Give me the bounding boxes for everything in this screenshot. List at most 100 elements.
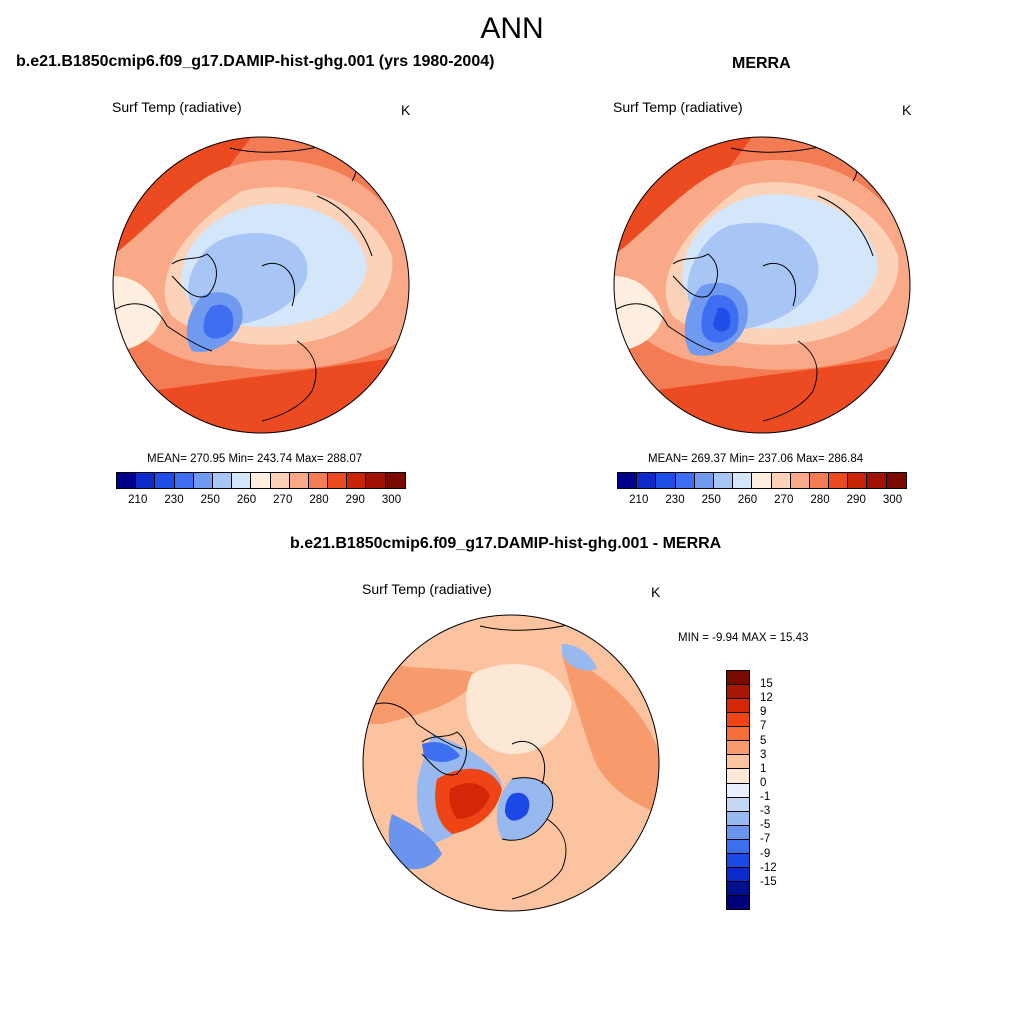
obs-variable-label: Surf Temp (radiative) <box>613 99 743 115</box>
diff-colorbar-tick-label: 15 <box>760 678 773 691</box>
model-colorbar-box <box>174 473 194 488</box>
diff-colorbar-box <box>727 713 749 728</box>
model-colorbar-box <box>328 473 348 488</box>
diff-colorbar-tick-label: -9 <box>760 847 771 860</box>
obs-colorbar-box <box>713 473 734 488</box>
diff-colorbar-box <box>727 769 749 784</box>
obs-colorbar-ticks: 210 230 250 260 270 280 290 300 <box>617 494 907 508</box>
model-colorbar-box <box>347 473 367 488</box>
diff-colorbar-tick-label: 7 <box>760 720 767 733</box>
model-polar-map <box>112 136 410 434</box>
diff-variable-label: Surf Temp (radiative) <box>362 581 492 597</box>
obs-colorbar-tick-label: 230 <box>665 494 685 506</box>
obs-colorbar-box <box>752 473 772 488</box>
diff-colorbar-box <box>727 699 749 714</box>
model-colorbar-box <box>385 473 405 488</box>
diff-colorbar-box <box>727 685 749 700</box>
obs-colorbar-box <box>848 473 868 488</box>
diff-colorbar-tick-label: -12 <box>760 861 777 874</box>
diff-colorbar-tick-label: -3 <box>760 805 771 818</box>
obs-polar-map <box>613 136 911 434</box>
diff-colorbar-box <box>727 671 749 686</box>
model-colorbar-box <box>270 473 290 488</box>
diff-colorbar-box <box>727 896 749 910</box>
obs-colorbar-box <box>694 473 714 488</box>
model-colorbar-box <box>212 473 233 488</box>
obs-colorbar-tick-label: 280 <box>810 494 830 506</box>
obs-colorbar-box <box>733 473 753 488</box>
diff-colorbar-tick-label: 12 <box>760 692 773 705</box>
model-colorbar-tick-label: 230 <box>164 494 184 506</box>
model-colorbar-box <box>136 473 156 488</box>
obs-panel-title: MERRA <box>732 55 791 72</box>
model-colorbar-box <box>251 473 271 488</box>
diff-colorbar-tick-label: -7 <box>760 833 771 846</box>
diff-polar-map <box>362 614 660 912</box>
model-variable-label: Surf Temp (radiative) <box>112 99 242 115</box>
obs-colorbar-tick-label: 210 <box>629 494 649 506</box>
obs-stats: MEAN= 269.37 Min= 237.06 Max= 286.84 <box>648 453 864 465</box>
diff-colorbar-box <box>727 811 749 826</box>
model-colorbar-tick-label: 290 <box>345 494 365 506</box>
diff-colorbar-tick-label: 9 <box>760 706 767 719</box>
model-colorbar-box <box>232 473 252 488</box>
diff-colorbar-tick-label: 3 <box>760 748 767 761</box>
diff-colorbar-box <box>727 881 749 896</box>
obs-colorbar-tick-label: 300 <box>882 494 903 506</box>
diff-colorbar-box <box>727 727 749 742</box>
diff-units-label: K <box>651 584 661 600</box>
model-stats: MEAN= 270.95 Min= 243.74 Max= 288.07 <box>147 453 363 465</box>
figure-title: ANN <box>480 12 544 45</box>
model-colorbar-box <box>289 473 309 488</box>
obs-colorbar-box <box>675 473 695 488</box>
diff-colorbar-box <box>727 839 749 854</box>
diff-colorbar-tick-label: -5 <box>760 819 771 832</box>
diff-colorbar-tick-label: -15 <box>760 875 777 888</box>
obs-colorbar-tick-label: 290 <box>846 494 866 506</box>
obs-colorbar-tick-label: 260 <box>737 494 758 506</box>
diff-colorbar-box <box>727 867 749 882</box>
model-units-label: K <box>401 102 411 118</box>
obs-colorbar-box <box>656 473 676 488</box>
diff-colorbar-box <box>727 797 749 812</box>
model-colorbar <box>116 472 406 489</box>
obs-colorbar-tick-label: 250 <box>701 494 721 506</box>
diff-colorbar-tick-label: 0 <box>760 776 767 789</box>
obs-colorbar-box <box>886 473 906 488</box>
model-colorbar-tick-label: 210 <box>128 494 148 506</box>
model-colorbar-box <box>155 473 175 488</box>
model-colorbar-tick-label: 260 <box>236 494 257 506</box>
obs-colorbar-tick-label: 270 <box>774 494 794 506</box>
model-colorbar-tick-label: 270 <box>273 494 293 506</box>
diff-panel-title: b.e21.B1850cmip6.f09_g17.DAMIP-hist-ghg.… <box>290 535 722 552</box>
diff-colorbar <box>726 670 750 910</box>
model-colorbar-ticks: 210 230 250 260 270 280 290 300 <box>116 494 406 508</box>
obs-colorbar-box <box>771 473 791 488</box>
model-colorbar-box <box>193 473 213 488</box>
obs-colorbar-box <box>829 473 849 488</box>
diff-colorbar-box <box>727 783 749 798</box>
diff-colorbar-box <box>727 741 749 756</box>
model-colorbar-tick-label: 300 <box>381 494 402 506</box>
diff-colorbar-tick-label: 1 <box>760 762 767 775</box>
model-colorbar-box <box>117 473 137 488</box>
diff-colorbar-tick-label: 5 <box>760 734 767 747</box>
model-colorbar-tick-label: 250 <box>200 494 220 506</box>
diff-colorbar-box <box>727 853 749 868</box>
diff-colorbar-box <box>727 755 749 770</box>
diff-colorbar-box <box>727 825 749 840</box>
obs-colorbar-box <box>637 473 657 488</box>
diff-colorbar-tick-label: -1 <box>760 791 771 804</box>
obs-units-label: K <box>902 102 912 118</box>
obs-colorbar-box <box>618 473 638 488</box>
model-panel-title: b.e21.B1850cmip6.f09_g17.DAMIP-hist-ghg.… <box>16 53 495 70</box>
obs-colorbar-box <box>809 473 830 488</box>
diff-colorbar-ticks: 15 12 9 7 5 3 1 0 -1 -3 -5 -7 -9 -12 -15 <box>760 670 800 910</box>
model-colorbar-tick-label: 280 <box>309 494 329 506</box>
obs-colorbar-box <box>867 473 887 488</box>
model-colorbar-box <box>366 473 386 488</box>
obs-colorbar <box>617 472 907 489</box>
model-colorbar-box <box>308 473 329 488</box>
obs-colorbar-box <box>790 473 810 488</box>
diff-stats: MIN = -9.94 MAX = 15.43 <box>678 632 809 644</box>
